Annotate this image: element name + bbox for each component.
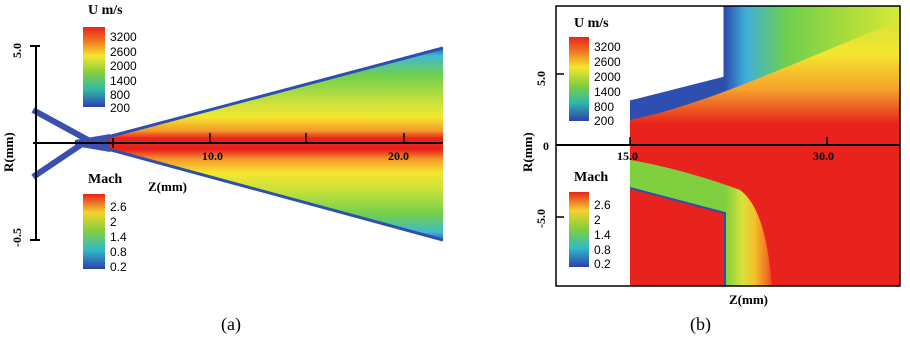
legend-level: 3200	[110, 30, 137, 44]
legend-level: 3200	[594, 40, 621, 54]
legend-colorbar	[569, 37, 589, 121]
panel-b-y-tick-label: 5.0	[534, 71, 548, 86]
panel-a-y-axis-label: R(mm)	[1, 132, 16, 172]
panel-b-mach-legend: Mach 2.6 2 1.4 0.8 0.2	[569, 170, 611, 271]
legend-level: 0.2	[110, 260, 127, 274]
legend-colorbar	[569, 192, 589, 267]
legend-colorbar	[83, 194, 105, 269]
legend-level: 200	[594, 114, 614, 128]
legend-level: 2	[110, 215, 117, 229]
panel-a-velocity-legend: U m/s 3200 2600 2000 1400 800 200	[83, 3, 137, 115]
panel-b-velocity-legend: U m/s 3200 2600 2000 1400 800 200	[569, 16, 621, 128]
panel-b: 15.0 30.0 5.0 0 -5.0 Z(mm) R(mm) U m/s 3…	[520, 5, 901, 335]
legend-level: 800	[594, 100, 614, 114]
legend-level: 1400	[594, 85, 621, 99]
legend-level: 0.8	[110, 245, 127, 259]
panel-a-x-tick-label: 20.0	[388, 149, 409, 163]
panel-a-mach-legend: Mach 2.6 2 1.4 0.8 0.2	[83, 172, 127, 274]
panel-a-caption: (a)	[221, 314, 241, 335]
panel-a-plume-lower-edge	[99, 145, 444, 242]
legend-level: 1.4	[594, 228, 611, 242]
panel-b-lower-field	[630, 160, 772, 286]
panel-b-x-tick-label: 30.0	[813, 149, 834, 163]
legend-title: Mach	[574, 170, 608, 185]
panel-b-caption: (b)	[690, 314, 711, 335]
legend-level: 0.2	[594, 257, 611, 271]
panel-b-y-tick-label: -5.0	[534, 209, 548, 228]
panel-b-wall-upper	[629, 6, 727, 104]
legend-colorbar	[83, 27, 105, 107]
panel-a-plume-upper-edge	[99, 46, 444, 141]
legend-level: 2	[594, 213, 601, 227]
panel-b-y-axis-label: R(mm)	[520, 132, 535, 172]
legend-title: U m/s	[88, 3, 123, 18]
panel-a-x-axis-label: Z(mm)	[148, 179, 187, 194]
panel-b-y-tick-label: 0	[543, 139, 549, 153]
legend-level: 1400	[110, 74, 137, 88]
panel-b-x-tick-label: 15.0	[617, 149, 638, 163]
legend-level: 2000	[110, 59, 137, 73]
legend-level: 2600	[594, 55, 621, 69]
panel-b-upper-core	[630, 20, 900, 145]
legend-level: 0.8	[594, 243, 611, 257]
panel-a-y-tick-label: -0.5	[10, 228, 24, 247]
legend-level: 2600	[110, 45, 137, 59]
legend-level: 2000	[594, 70, 621, 84]
legend-level: 1.4	[110, 230, 127, 244]
legend-level: 200	[110, 101, 130, 115]
panel-b-x-axis-label: Z(mm)	[729, 292, 768, 307]
panel-a-x-tick-label: 10.0	[202, 149, 223, 163]
legend-level: 2.6	[110, 200, 127, 214]
panel-a-y-tick-label: 5.0	[10, 43, 24, 58]
legend-title: U m/s	[574, 16, 609, 31]
panel-a: 10.0 20.0 5.0 -0.5 Z(mm) R(mm) U m/s 320…	[1, 3, 444, 335]
panel-b-wall-lower	[629, 187, 726, 286]
legend-title: Mach	[88, 172, 122, 187]
legend-level: 2.6	[594, 198, 611, 212]
legend-level: 800	[110, 88, 130, 102]
